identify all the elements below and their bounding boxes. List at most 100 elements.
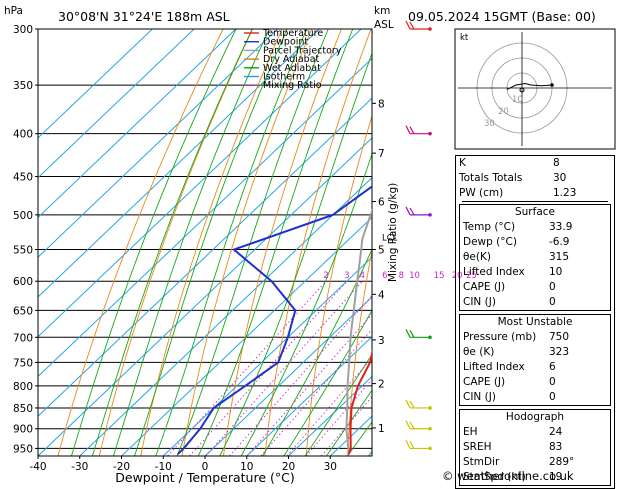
row-value: 0	[549, 375, 607, 390]
mixing-ratio-tick-label: 8	[399, 271, 404, 281]
row-value: 323	[549, 345, 607, 360]
pressure-tick-label: 600	[13, 276, 33, 288]
row-value: 0	[549, 390, 607, 405]
row-value: 1.23	[553, 186, 611, 201]
row-label: Dewp (°C)	[463, 235, 517, 250]
hodograph-ring-label: 10	[512, 95, 523, 105]
footer-credit[interactable]: © weatheronline.co.uk	[442, 469, 574, 483]
row-value: 6	[549, 360, 607, 375]
wind-barb-dot	[428, 132, 432, 136]
temperature-tick-label: -40	[29, 461, 46, 473]
pressure-tick-label: 400	[13, 129, 33, 141]
table-row: Temp (°C) 33.9	[460, 220, 610, 235]
isotherm-line	[0, 29, 361, 456]
mixing-ratio-tick-label: 3	[344, 271, 349, 281]
hodograph-kt-label: kt	[460, 33, 469, 43]
hpa-label: hPa	[4, 5, 23, 17]
wet-adiabat-line	[152, 29, 307, 467]
row-label: θe(K)	[463, 250, 491, 265]
wind-barb-flag	[410, 127, 414, 134]
wind-barb-flag	[406, 207, 410, 215]
pressure-tick-label: 800	[13, 381, 33, 393]
row-value: 0	[549, 280, 607, 295]
wet-adiabat-line	[193, 29, 352, 467]
km-tick-label: 3	[378, 335, 385, 347]
most-unstable-title: Most Unstable	[460, 315, 610, 330]
hodograph-ring-label: 30	[484, 119, 495, 129]
hodograph-title: Hodograph	[460, 410, 610, 425]
isotherm-line	[0, 29, 236, 456]
wind-barb-flag	[406, 126, 410, 134]
row-label: K	[459, 156, 466, 171]
row-label: Pressure (mb)	[463, 330, 536, 345]
row-label: PW (cm)	[459, 186, 503, 201]
row-label: EH	[463, 425, 478, 440]
row-value: -6.9	[549, 235, 607, 250]
wind-barb-flag	[410, 401, 414, 408]
row-label: Totals Totals	[459, 171, 522, 186]
row-label: Temp (°C)	[463, 220, 515, 235]
wind-barb-flag	[406, 440, 410, 448]
legend-item-label: Mixing Ratio	[263, 80, 322, 91]
mixing-ratio-tick-label: 10	[409, 271, 420, 281]
wet-adiabat-line	[110, 29, 269, 467]
row-label: Lifted Index	[463, 265, 525, 280]
row-label: θe (K)	[463, 345, 494, 360]
dry-adiabat-line	[99, 29, 252, 456]
wind-barb-flag	[406, 329, 410, 337]
row-value: 750	[549, 330, 607, 345]
dry-adiabat-line	[389, 29, 460, 456]
row-label: CAPE (J)	[463, 280, 505, 295]
row-label: SREH	[463, 440, 492, 455]
wind-barb-dot	[428, 406, 432, 410]
table-row: Dewp (°C) -6.9	[460, 235, 610, 250]
isotherm-line	[0, 29, 445, 456]
isotherm-line	[0, 29, 319, 456]
row-label: CIN (J)	[463, 390, 496, 405]
wind-barb-dot	[428, 213, 432, 217]
table-row: CIN (J)0	[460, 295, 610, 310]
temperature-tick-label: 30	[324, 461, 337, 473]
table-row: CAPE (J)0	[460, 375, 610, 390]
km-tick-label: 8	[378, 98, 385, 110]
table-row: θe (K) 323	[460, 345, 610, 360]
mixing-ratio-axis-label: Mixing Ratio (g/kg)	[387, 183, 399, 282]
mixing-ratio-tick-label: 2	[323, 271, 328, 281]
pressure-tick-label: 450	[13, 172, 33, 184]
wind-barb-flag	[410, 330, 414, 337]
wind-barb-dot	[428, 27, 432, 31]
dewpoint-curve	[178, 29, 441, 454]
pressure-tick-label: 700	[13, 332, 33, 344]
wind-barb-flag	[410, 422, 414, 429]
row-label: Lifted Index	[463, 360, 525, 375]
wind-barb-flag	[406, 400, 410, 408]
row-value: 83	[549, 440, 607, 455]
station-coords: 30°08'N 31°24'E 188m ASL	[58, 9, 230, 24]
row-value: 8	[553, 156, 611, 171]
row-value: 0	[549, 295, 607, 310]
km-tick-label: 1	[378, 423, 385, 435]
row-value: 24	[549, 425, 607, 440]
km-label: km	[374, 5, 390, 17]
wind-barb-dot	[428, 336, 432, 340]
plot-frame	[38, 29, 372, 456]
pressure-tick-label: 650	[13, 305, 33, 317]
table-row: EH 24	[460, 425, 610, 440]
pressure-tick-label: 900	[13, 424, 33, 436]
run-datetime: 09.05.2024 15GMT (Base: 00)	[408, 9, 596, 24]
km-tick-label: 6	[378, 197, 385, 209]
surface-title: Surface	[460, 205, 610, 220]
km-tick-label: 7	[378, 148, 385, 160]
km-tick-label: 5	[378, 245, 385, 257]
row-value: 33.9	[549, 220, 607, 235]
hodograph-end-dot	[550, 83, 554, 87]
table-row: SREH 83	[460, 440, 610, 455]
wind-barb-flag	[406, 421, 410, 429]
